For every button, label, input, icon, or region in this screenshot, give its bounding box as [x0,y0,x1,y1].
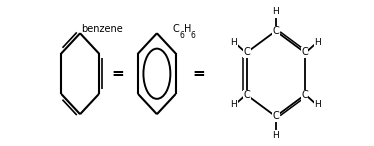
Text: C: C [243,90,250,100]
Text: C: C [272,111,279,121]
Text: benzene: benzene [81,24,123,34]
Text: =: = [193,66,205,81]
Text: C: C [272,26,279,36]
Text: 6: 6 [179,31,184,40]
Text: 6: 6 [191,31,196,40]
Text: H: H [184,24,192,34]
Text: H: H [272,131,279,140]
Text: C: C [173,24,180,34]
Text: H: H [314,38,321,47]
Text: H: H [230,38,237,47]
Text: H: H [314,100,321,109]
Text: C: C [301,47,308,57]
Text: C: C [243,47,250,57]
Text: H: H [230,100,237,109]
Text: H: H [272,7,279,16]
Text: C: C [301,90,308,100]
Text: =: = [111,66,124,81]
